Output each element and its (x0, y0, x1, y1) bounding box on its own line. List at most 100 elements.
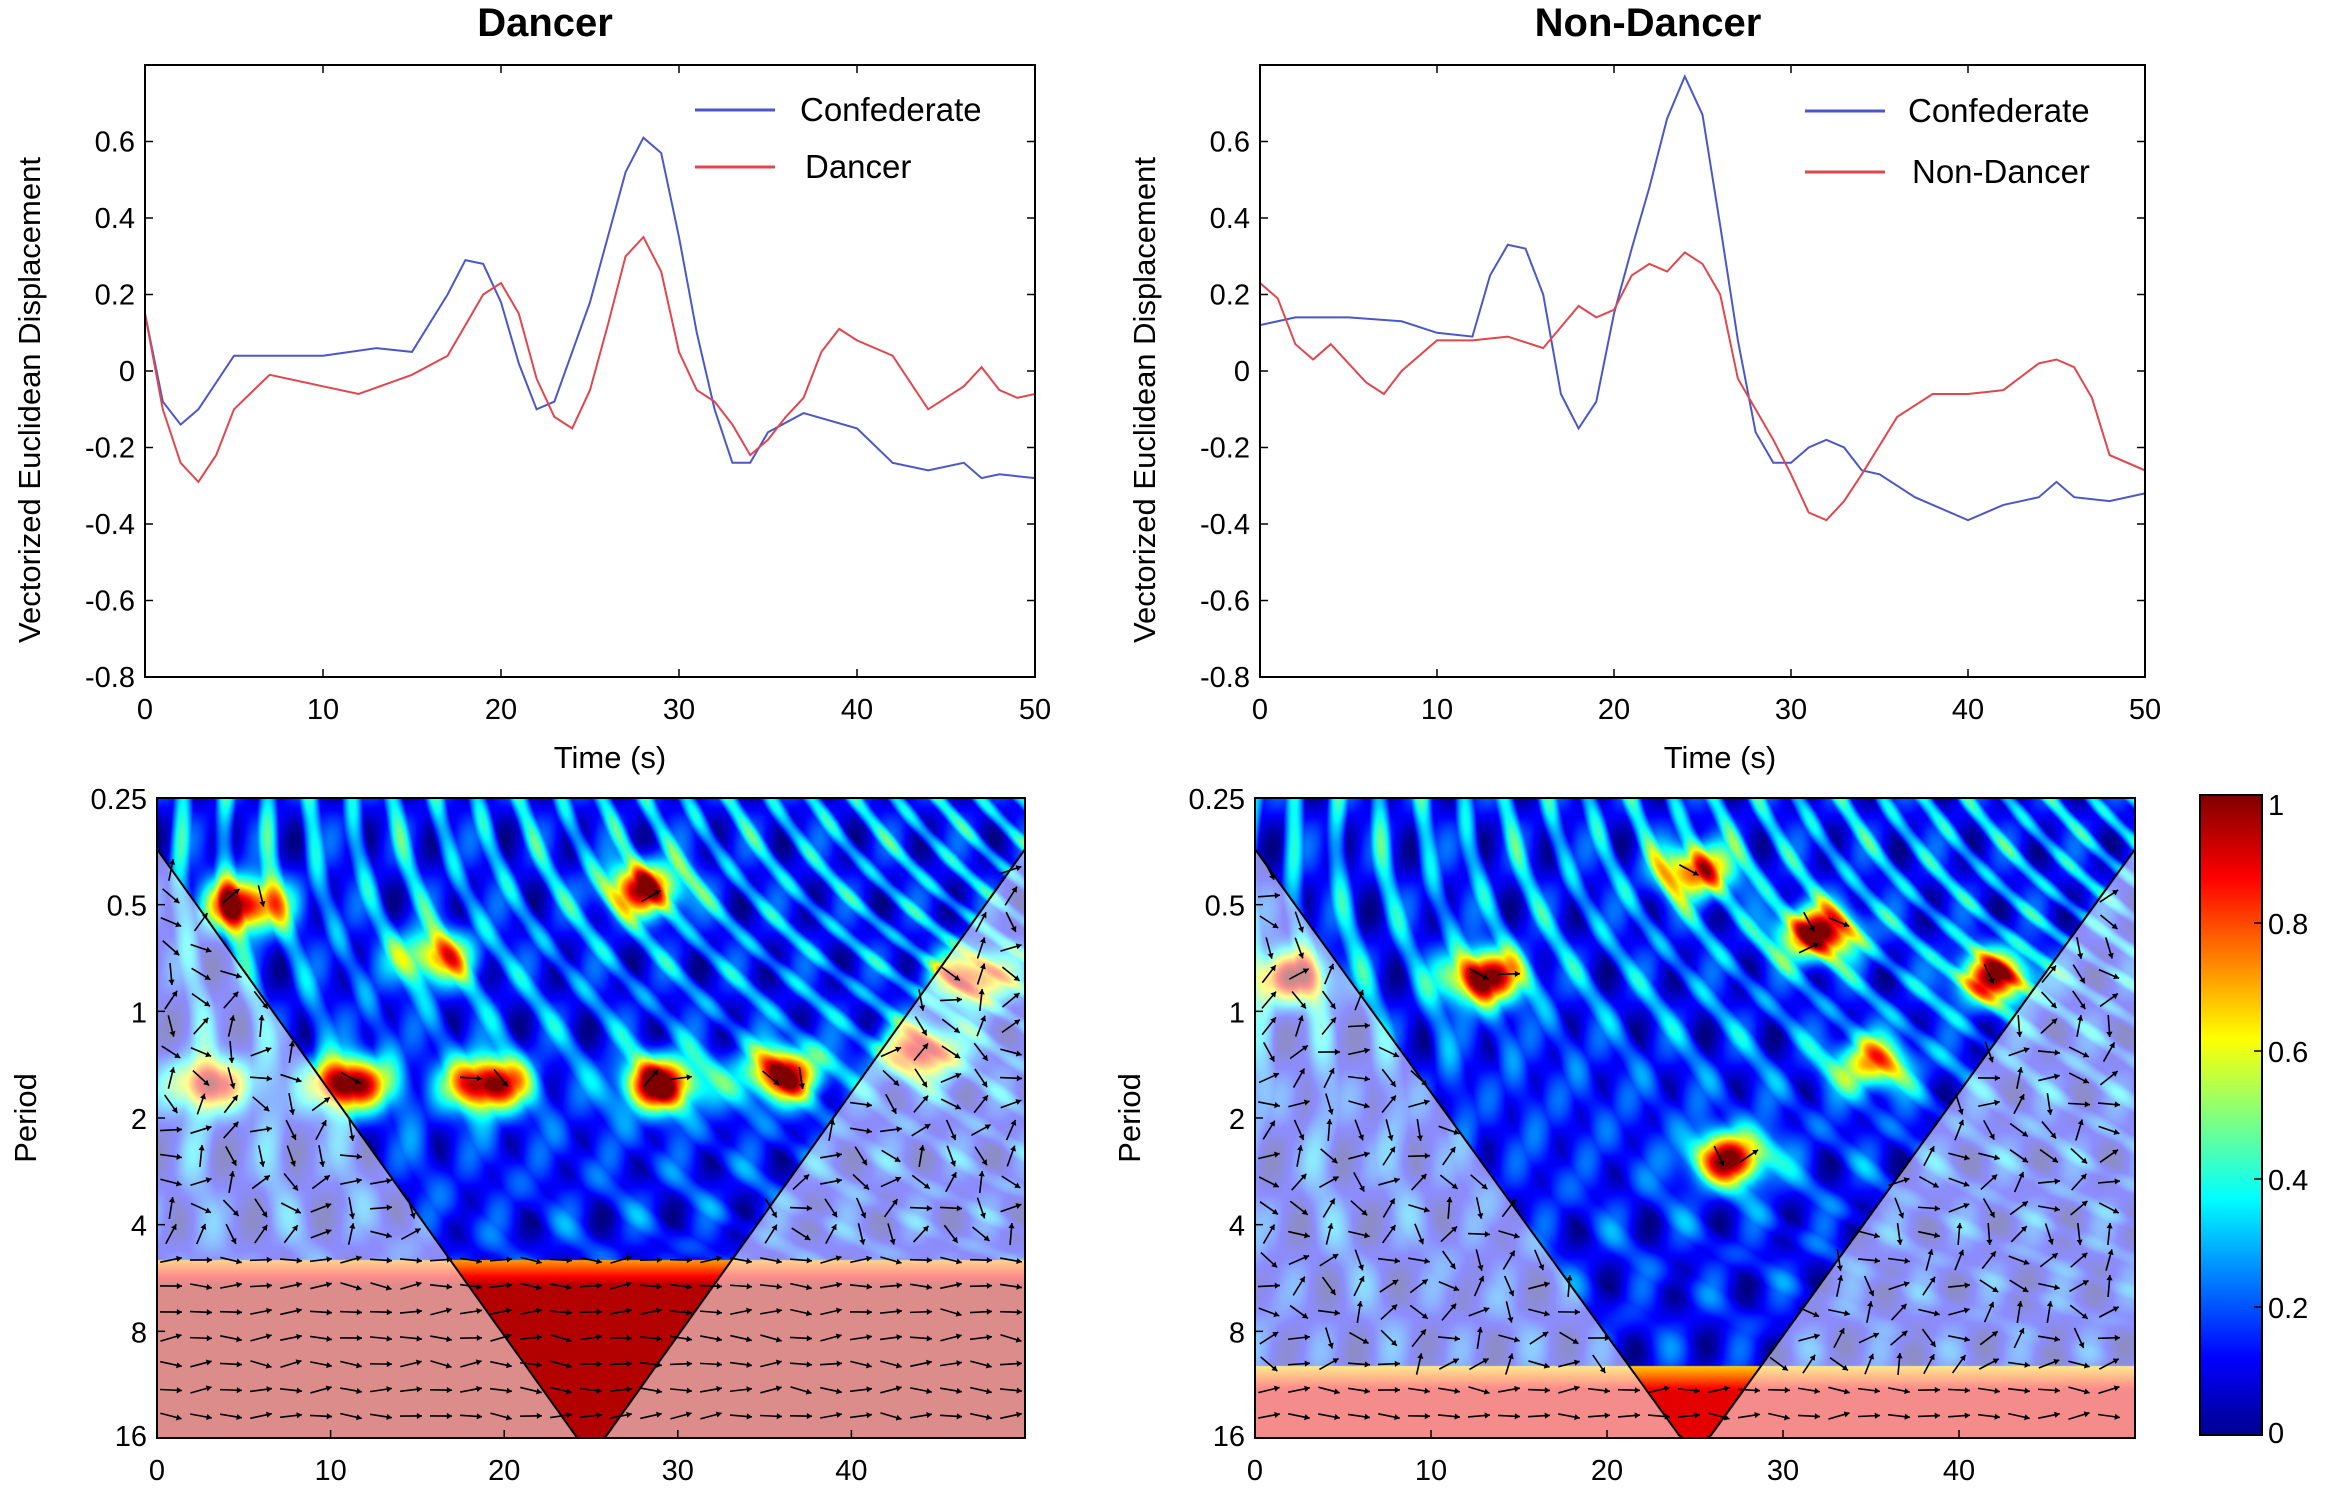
chart-non-dancer-lines: Non-Dancer 0 10 20 30 40 50 0.6 0.4 0.2 0 -0.2 -0.… (1127, 1, 2161, 775)
phase-arrow-head (776, 1258, 782, 1265)
phase-arrow-head (891, 1107, 897, 1114)
phase-arrow-head (1814, 1387, 1820, 1394)
phase-arrow-head (1299, 1068, 1305, 1075)
phase-arrow-head (446, 1387, 452, 1394)
phase-arrow-head (259, 1161, 266, 1167)
phase-arrow-head (319, 1161, 326, 1167)
phase-arrow-head (2079, 1003, 2086, 1010)
phase-arrow-head (1898, 1212, 1905, 1219)
phase-arrow-head (2022, 1156, 2029, 1163)
phase-arrow-head (2054, 1284, 2060, 1291)
phase-arrow-head (1956, 1223, 1963, 1229)
phase-arrow-head (1986, 1239, 1993, 1245)
phase-arrow-head (2046, 1109, 2053, 1115)
phase-arrow-head (2114, 1413, 2120, 1420)
phase-arrow-head (896, 1282, 902, 1289)
phase-arrow-head (716, 1309, 722, 1316)
phase-arrow-head (236, 1361, 242, 1368)
phase-arrow-head (290, 1160, 296, 1167)
phase-arrow-head (205, 1177, 212, 1184)
phase-arrow-head (1510, 1199, 1516, 1206)
phase-arrow-head (326, 1413, 332, 1420)
phase-arrow-head (1334, 1414, 1340, 1421)
phase-arrow-head (2113, 1385, 2120, 1392)
phase-arrows (1257, 859, 2121, 1421)
phase-arrow-head (1010, 1119, 1017, 1126)
phase-arrow-head (1989, 1133, 1995, 1140)
phase-arrow-head (746, 1386, 752, 1393)
phase-arrow-head (565, 1362, 572, 1369)
phase-arrow-head (1903, 1281, 1910, 1288)
phase-arrow-head (2077, 1119, 2084, 1126)
phase-arrow-head (288, 1041, 295, 1047)
phase-arrow-head (1934, 1205, 1940, 1212)
phase-arrow-head (506, 1307, 512, 1314)
phase-arrow-head (229, 1015, 236, 1021)
phase-arrow-head (414, 1228, 421, 1234)
phase-arrow-head (2024, 1387, 2030, 1394)
phase-arrow-head (266, 1126, 272, 1133)
phase-arrow-head (535, 1388, 542, 1395)
phase-arrow-head (1994, 1074, 2000, 1082)
phase-arrow-head (476, 1075, 482, 1082)
phase-arrow-head (956, 1205, 962, 1212)
phase-arrow-head (1483, 1388, 1490, 1395)
phase-arrow-head (1267, 952, 1274, 959)
phase-arrow-head (294, 1207, 301, 1214)
phase-arrow-head (1843, 921, 1850, 928)
phase-arrow-head (386, 1413, 392, 1420)
phase-arrow-head (2054, 1049, 2060, 1056)
phase-arrow-head (535, 1258, 542, 1265)
phase-arrow-head (2054, 1387, 2060, 1394)
phase-arrow-head (349, 1213, 356, 1219)
phase-arrow-head (1718, 1159, 1725, 1166)
phase-arrow-head (355, 1255, 362, 1262)
phase-arrow-head (295, 1076, 302, 1083)
phase-arrow-head (386, 1335, 392, 1342)
phase-arrow-head (986, 1334, 992, 1341)
phase-arrow-head (1297, 1145, 1304, 1151)
phase-arrow-head (1812, 942, 1819, 949)
y-tick-label: 1 (131, 997, 147, 1029)
phase-arrow-head (866, 1308, 872, 1316)
phase-arrow-head (596, 1282, 602, 1289)
phase-arrow-head (1842, 1364, 1848, 1371)
phase-arrow-head (1453, 1285, 1460, 1292)
y-axis-label: Period (1112, 1073, 1147, 1163)
phase-arrow-head (321, 1120, 327, 1127)
phase-arrow-head (1394, 1360, 1400, 1367)
phase-arrow-head (169, 1067, 176, 1074)
phase-arrow-head (206, 1309, 212, 1316)
phase-arrow-head (1394, 1257, 1400, 1264)
phase-arrows (159, 859, 1023, 1421)
phase-arrow-head (626, 1386, 632, 1393)
x-tick-label: 0 (1247, 1455, 1263, 1487)
phase-arrow-head (895, 1046, 902, 1053)
phase-arrow-head (625, 1281, 632, 1288)
x-tick-label: 30 (663, 694, 695, 726)
phase-arrow-head (2054, 1178, 2060, 1185)
phase-arrow-head (2106, 1275, 2113, 1281)
phase-arrow-head (1904, 1388, 1910, 1395)
phase-arrow-head (983, 1235, 990, 1241)
phase-arrow-head (835, 1333, 842, 1340)
phase-arrow-head (506, 1387, 512, 1394)
phase-arrow-head (982, 1054, 988, 1061)
phase-arrow-head (656, 1411, 662, 1418)
phase-arrow-head (536, 1412, 542, 1419)
phase-arrow-head (203, 1079, 210, 1086)
phase-arrow-head (1477, 1213, 1484, 1219)
phase-arrow-head (715, 1255, 722, 1262)
phase-arrow-head (656, 1256, 662, 1263)
phase-arrow-head (169, 1030, 176, 1037)
phase-arrow-head (1964, 1336, 1970, 1343)
series-line-non-dancer (1260, 251, 2145, 522)
phase-arrow-head (986, 1257, 992, 1264)
colorbar: 1 0.8 0.6 0.4 0.2 0 (2199, 790, 2308, 1450)
phase-arrow-head (1364, 1022, 1370, 1029)
phase-arrow-head (355, 1362, 362, 1369)
phase-arrow-head (978, 989, 985, 995)
phase-arrow-head (2112, 1306, 2119, 1313)
phase-arrow-head (1424, 1413, 1430, 1420)
phase-arrow-head (2081, 1313, 2088, 1319)
